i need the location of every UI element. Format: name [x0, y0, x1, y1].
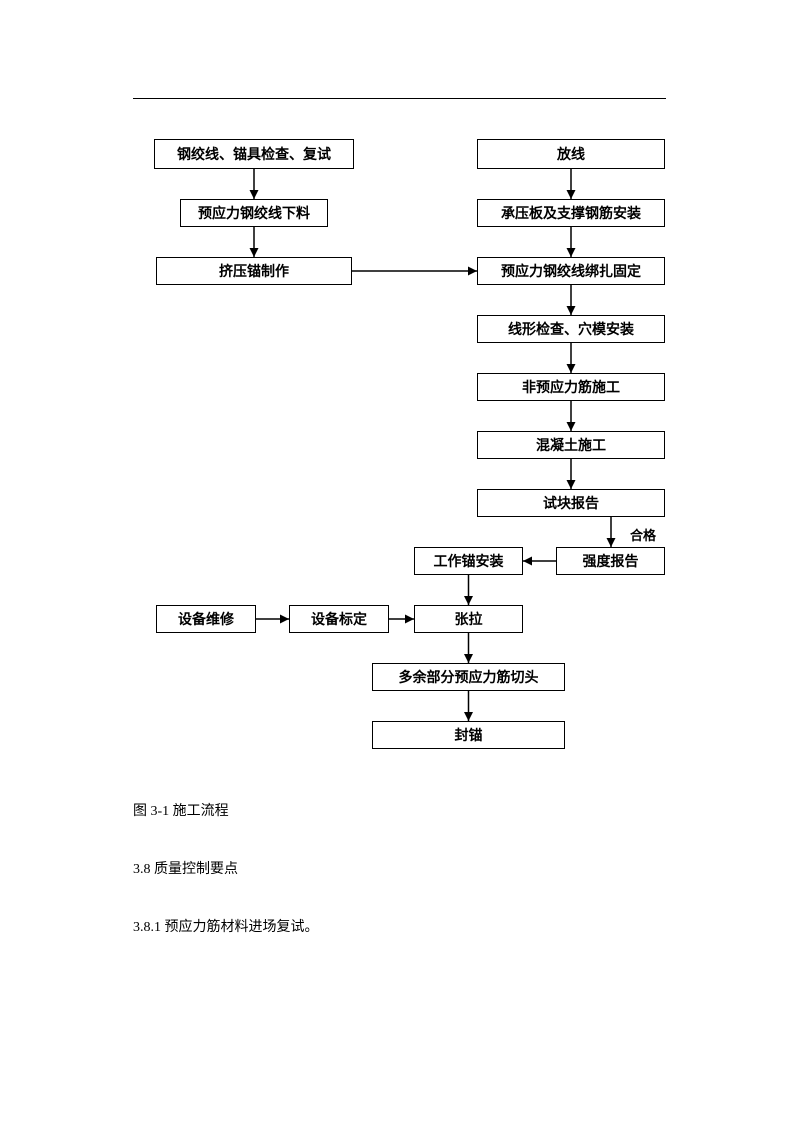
section-heading-3-8-1: 3.8.1 预应力筋材料进场复试。: [133, 916, 319, 936]
section-heading-3-8: 3.8 质量控制要点: [133, 858, 238, 878]
edge-label-qualified: 合格: [630, 525, 656, 544]
flow-node: 设备标定: [289, 605, 389, 633]
flow-node: 钢绞线、锚具检查、复试: [154, 139, 354, 169]
flow-node: 预应力钢绞线下料: [180, 199, 328, 227]
flow-node: 预应力钢绞线绑扎固定: [477, 257, 665, 285]
flow-node: 承压板及支撑钢筋安装: [477, 199, 665, 227]
flow-node: 设备维修: [156, 605, 256, 633]
flow-node: 线形检查、穴模安装: [477, 315, 665, 343]
figure-caption: 图 3-1 施工流程: [133, 800, 229, 820]
flow-node: 非预应力筋施工: [477, 373, 665, 401]
flow-edges: [0, 0, 794, 1123]
flow-node: 工作锚安装: [414, 547, 523, 575]
flow-node: 挤压锚制作: [156, 257, 352, 285]
flow-node: 放线: [477, 139, 665, 169]
flow-node: 多余部分预应力筋切头: [372, 663, 565, 691]
flow-node: 强度报告: [556, 547, 665, 575]
flow-node: 试块报告: [477, 489, 665, 517]
flow-node: 混凝土施工: [477, 431, 665, 459]
flow-node: 封锚: [372, 721, 565, 749]
page: 钢绞线、锚具检查、复试 放线预应力钢绞线下料 承压板及支撑钢筋安装挤压锚制作 预应力钢…: [0, 0, 794, 1123]
top-rule: [133, 98, 666, 99]
flow-node: 张拉: [414, 605, 523, 633]
